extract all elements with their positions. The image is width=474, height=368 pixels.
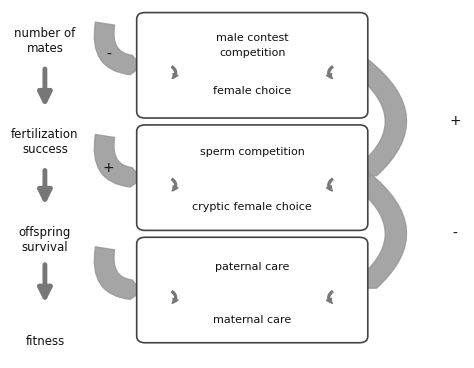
Text: fitness: fitness [25, 335, 64, 348]
Text: paternal care: paternal care [215, 262, 290, 272]
Text: fertilization
success: fertilization success [11, 128, 79, 156]
FancyArrowPatch shape [94, 247, 142, 299]
Text: -: - [453, 227, 457, 241]
Text: +: + [449, 114, 461, 128]
FancyArrowPatch shape [94, 22, 142, 75]
Text: female choice: female choice [213, 86, 292, 96]
FancyArrowPatch shape [327, 178, 333, 191]
FancyBboxPatch shape [137, 125, 368, 230]
Text: number of
mates: number of mates [14, 27, 75, 55]
Text: offspring
survival: offspring survival [18, 226, 71, 254]
FancyArrowPatch shape [171, 291, 178, 304]
FancyArrowPatch shape [171, 178, 178, 191]
Text: cryptic female choice: cryptic female choice [192, 202, 312, 212]
FancyArrowPatch shape [171, 66, 178, 79]
Text: -: - [106, 48, 111, 62]
FancyArrowPatch shape [356, 59, 407, 176]
Text: male contest: male contest [216, 33, 289, 43]
FancyArrowPatch shape [94, 134, 142, 187]
FancyBboxPatch shape [137, 237, 368, 343]
FancyBboxPatch shape [137, 13, 368, 118]
Text: competition: competition [219, 48, 285, 58]
Text: +: + [103, 161, 115, 175]
FancyArrowPatch shape [356, 171, 407, 288]
FancyArrowPatch shape [327, 66, 333, 79]
Text: sperm competition: sperm competition [200, 147, 305, 157]
FancyArrowPatch shape [327, 291, 333, 304]
Text: maternal care: maternal care [213, 315, 292, 325]
